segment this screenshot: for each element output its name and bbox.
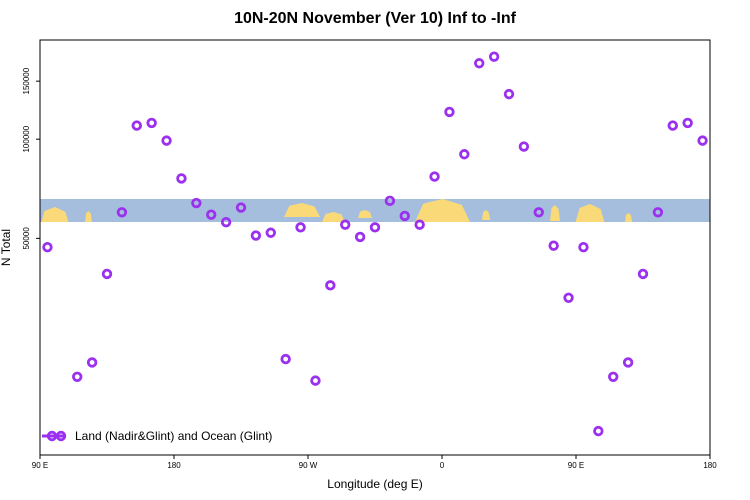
data-point: [622, 357, 634, 368]
data-point: [414, 219, 425, 230]
x-tick-label: 180: [167, 461, 181, 470]
data-point: [593, 425, 604, 437]
data-point: [86, 357, 98, 368]
legend-marker: [55, 430, 67, 442]
data-point: [161, 135, 172, 146]
data-point: [42, 242, 53, 253]
data-point: [399, 210, 410, 222]
data-point: [101, 268, 113, 280]
data-point: [578, 242, 589, 253]
x-tick-label: 90 E: [568, 461, 584, 470]
data-point: [116, 207, 128, 218]
data-point: [459, 149, 470, 160]
data-point: [518, 141, 530, 152]
data-point: [474, 58, 485, 69]
y-tick-label: 150000: [22, 67, 31, 94]
data-point: [191, 197, 202, 209]
data-point: [563, 292, 574, 304]
data-point: [548, 240, 559, 251]
data-point: [265, 227, 276, 238]
data-point: [384, 195, 396, 207]
x-tick-label: 90 W: [299, 461, 318, 470]
data-point: [637, 268, 649, 280]
world-map-band: [40, 199, 710, 222]
legend-label: Land (Nadir&Glint) and Ocean (Glint): [75, 429, 272, 443]
x-axis-title: Longitude (deg E): [327, 477, 422, 491]
x-tick-label: 180: [703, 461, 717, 470]
data-point: [310, 375, 321, 386]
data-point: [667, 120, 678, 131]
data-point: [340, 219, 351, 230]
data-point: [220, 216, 232, 228]
data-point: [608, 371, 619, 382]
data-point: [652, 207, 664, 218]
y-tick-label: 100000: [22, 125, 31, 152]
data-point: [369, 222, 381, 233]
data-points: [42, 51, 708, 437]
data-point: [503, 88, 515, 100]
data-point: [354, 231, 366, 243]
y-axis: 50000 100000 150000: [22, 67, 40, 249]
data-point: [325, 280, 336, 291]
data-point: [206, 209, 217, 220]
legend: Land (Nadir&Glint) and Ocean (Glint): [42, 429, 272, 443]
data-point: [131, 120, 142, 131]
data-point: [280, 353, 291, 365]
data-point: [235, 202, 247, 213]
plot-frame: [39, 39, 711, 456]
data-point: [146, 117, 157, 129]
y-axis-title: N Total: [0, 229, 13, 266]
data-point: [429, 171, 440, 182]
data-point: [697, 135, 708, 146]
data-point: [176, 173, 187, 184]
data-point: [444, 106, 455, 118]
chart-title: 10N-20N November (Ver 10) Inf to -Inf: [234, 10, 516, 27]
data-point: [295, 222, 306, 233]
data-point: [533, 207, 544, 218]
x-tick-label: 90 E: [32, 461, 48, 470]
data-point: [72, 371, 83, 382]
x-axis: 90 E 180 90 W 0 90 E 180: [32, 455, 717, 470]
data-point: [682, 117, 693, 129]
data-point: [250, 230, 262, 241]
data-point: [488, 51, 500, 62]
x-tick-label: 0: [440, 461, 445, 470]
y-tick-label: 50000: [22, 227, 31, 250]
legend-marker: [46, 430, 58, 442]
